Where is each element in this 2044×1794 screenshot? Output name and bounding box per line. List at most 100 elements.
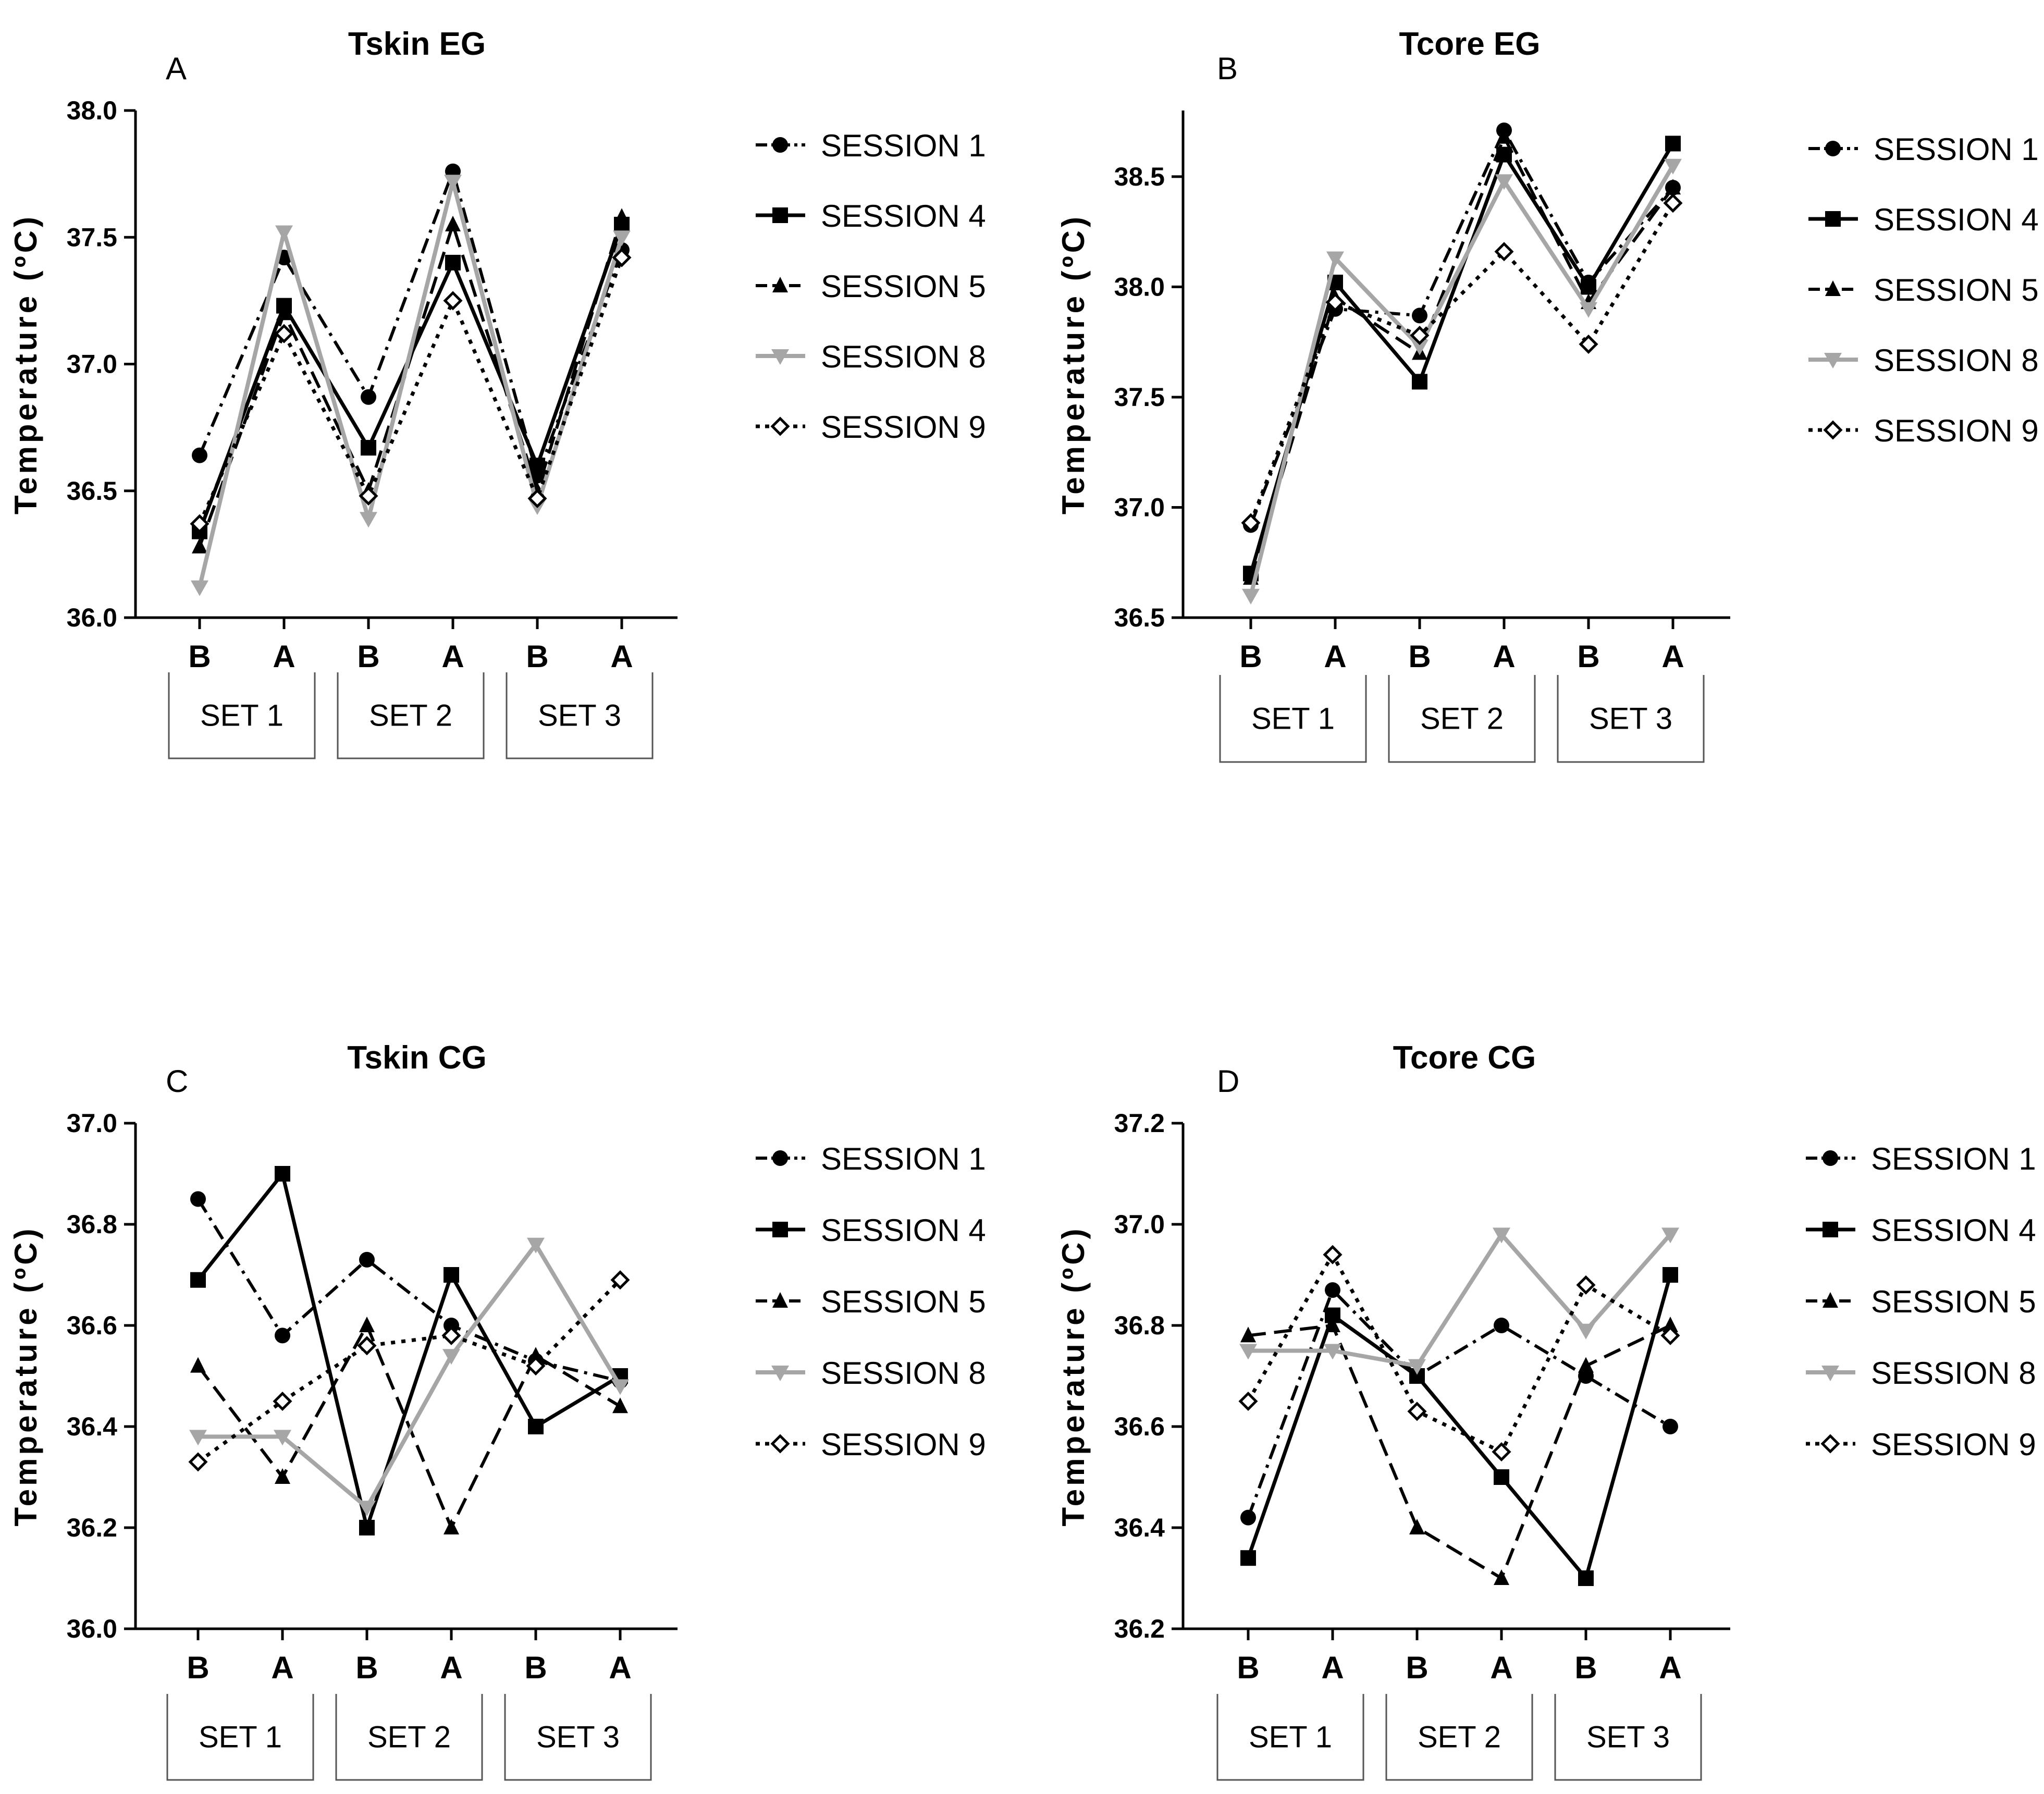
x-tick-label: A [610,639,633,674]
y-tick-label: 38.0 [67,96,117,125]
set-group-box [1557,675,1705,763]
series-line-3 [196,1324,621,1529]
legend-label: SESSION 8 [1871,1356,2036,1391]
data-point [1577,1323,1595,1340]
data-point [528,1419,544,1434]
data-point [1496,128,1512,144]
x-tick-label: B [1574,1650,1597,1685]
data-point [1579,334,1598,354]
y-tick-label: 36.6 [67,1311,117,1340]
legend-label: SESSION 5 [1874,273,2039,308]
y-axis-label: Temperature (ºC) [8,214,43,514]
set-group-label: SET 1 [1251,702,1335,736]
y-tick-label: 37.0 [1114,1210,1165,1239]
x-tick-label: B [357,639,379,674]
data-point [1661,1227,1679,1244]
legend-label: SESSION 4 [821,1213,986,1248]
data-point [612,248,632,267]
data-point [190,1191,206,1207]
y-tick-label: 37.2 [1114,1109,1165,1138]
data-point [1493,1227,1510,1244]
x-tick-label: B [1239,639,1262,674]
data-point [190,1357,206,1373]
chart-title: Tskin CG [347,1040,487,1076]
data-point [1663,1317,1678,1332]
y-tick-label: 36.5 [1114,603,1165,632]
data-point [361,440,376,456]
set-group-box [1388,675,1536,763]
chart-title: Tskin EG [348,26,486,62]
x-tick-label: A [273,639,295,674]
data-point [1240,1326,1256,1343]
x-tick-label: A [271,1650,293,1685]
series-line-1 [1247,1288,1671,1518]
data-point [1407,1402,1427,1421]
x-tick-label: A [1321,1650,1344,1685]
y-tick-label: 37.0 [1114,493,1165,522]
legend-label: SESSION 8 [1874,343,2039,378]
set-group-box [1219,675,1367,763]
legend-label: SESSION 9 [1871,1427,2036,1462]
y-tick-label: 36.6 [1114,1412,1165,1441]
x-tick-label: A [1324,639,1346,674]
set-group-label: SET 2 [369,699,452,733]
legend-marker [1823,1292,1838,1308]
series-line-5 [1249,202,1675,524]
set-group-label: SET 3 [536,1721,620,1754]
data-point [190,1272,206,1288]
legend-label: SESSION 1 [821,1141,986,1176]
data-point [1664,158,1682,175]
data-point [445,215,461,231]
data-point [1494,242,1514,262]
chart-title: Tcore EG [1399,26,1540,62]
data-point [1325,1317,1340,1332]
data-point [1578,1357,1594,1373]
legend-marker [772,207,788,223]
data-point [1325,1282,1340,1298]
legend-marker [772,137,788,153]
data-point [191,580,208,596]
legend-label: SESSION 8 [821,1356,986,1391]
legend-marker [1825,141,1841,156]
data-point [1325,292,1345,312]
y-axis-label: Temperature (ºC) [1056,1226,1091,1527]
x-tick-label: B [524,1650,547,1685]
data-point [1408,1359,1426,1375]
data-point [614,208,630,224]
data-point [1238,1391,1258,1411]
y-tick-label: 36.2 [67,1513,117,1542]
legend-label: SESSION 4 [1874,202,2039,237]
legend-marker [1820,1434,1840,1454]
data-point [1240,1509,1256,1526]
x-tick-label: B [1237,1650,1259,1685]
data-point [1240,1550,1256,1566]
data-point [441,1325,461,1345]
data-point [1495,174,1513,190]
x-tick-label: B [1406,1650,1428,1685]
data-point [1411,339,1429,355]
data-point [610,1270,630,1290]
legend-label: SESSION 1 [1871,1141,2036,1176]
y-tick-label: 36.8 [1114,1311,1165,1340]
legend-label: SESSION 5 [821,269,986,304]
set-group-label: SET 3 [1586,1721,1670,1754]
legend-marker [1823,1150,1838,1166]
y-tick-label: 38.5 [1114,162,1165,191]
legend-label: SESSION 9 [821,1427,986,1462]
set-group-label: SET 2 [1418,1721,1501,1754]
data-point [276,304,292,321]
data-point [1494,1469,1509,1485]
set-group-label: SET 3 [1589,702,1672,736]
legend-marker [770,1434,790,1454]
y-tick-label: 36.2 [1114,1614,1165,1643]
panel-letter: D [1217,1064,1239,1099]
chart-panel-b: Tcore EG B 36.5 37.0 37.5 38.0 38.5 Temperature… [1056,26,2039,763]
legend-label: SESSION 4 [1871,1213,2036,1248]
legend-label: SESSION 9 [821,410,986,445]
y-tick-label: 37.5 [67,223,117,252]
legend-marker [772,1150,788,1166]
chart-panel-d: Tcore CG D 36.2 36.4 36.6 36.8 37.0 37.2 Tempera… [1056,1040,2036,1781]
data-point [275,1468,290,1484]
data-point [274,324,294,343]
set-group-box [1554,1694,1702,1781]
